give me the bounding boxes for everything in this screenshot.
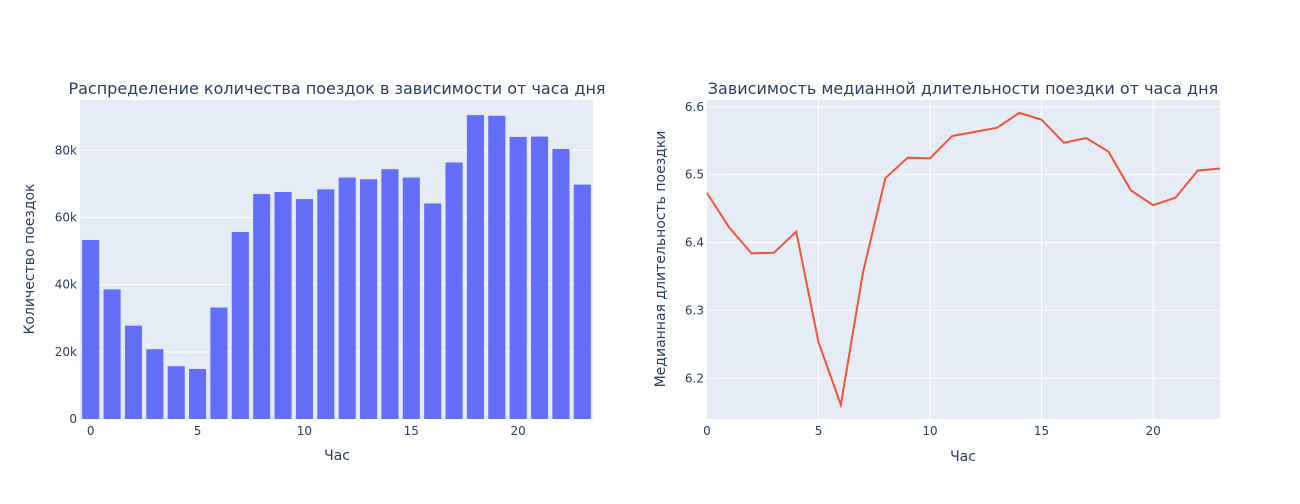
bar[interactable] <box>381 169 399 419</box>
line-chart-title: Зависимость медианной длительности поезд… <box>708 79 1218 98</box>
bar[interactable] <box>295 199 313 419</box>
line-y-tick-label: 6.2 <box>685 371 704 385</box>
line-x-tick-label: 0 <box>703 424 711 438</box>
bar-gridlines <box>80 149 593 353</box>
line-x-tick-label: 10 <box>922 424 937 438</box>
bar-series <box>82 115 591 420</box>
line-y-axis-title: Медианная длительность поездки <box>653 131 669 388</box>
bar[interactable] <box>424 203 442 419</box>
line-y-tick-label: 6.4 <box>685 236 704 250</box>
line-x-axis-title: Час <box>950 449 976 465</box>
bar[interactable] <box>253 194 271 419</box>
bar[interactable] <box>488 115 506 419</box>
bar[interactable] <box>573 184 591 419</box>
line-series <box>706 111 1221 409</box>
line-x-tick-label: 20 <box>1145 424 1160 438</box>
bar[interactable] <box>466 115 484 419</box>
bar[interactable] <box>552 149 570 419</box>
bar-x-axis-title: Час <box>324 448 350 464</box>
bar[interactable] <box>531 136 549 419</box>
line-x-tick-label: 5 <box>815 424 823 438</box>
bar[interactable] <box>167 366 185 419</box>
bar-y-ticks: 0 20k 40k 60k 80k <box>55 143 77 426</box>
bar[interactable] <box>317 189 335 419</box>
line-x-tick-label: 15 <box>1034 424 1049 438</box>
line-x-ticks: 0 5 10 15 20 <box>703 424 1161 438</box>
bar-x-tick-label: 20 <box>511 424 526 438</box>
line-gridlines <box>707 100 1220 419</box>
bar[interactable] <box>189 368 207 419</box>
bar-y-tick-label: 0 <box>69 412 77 426</box>
bar[interactable] <box>338 177 356 419</box>
bar-chart-title: Распределение количества поездок в завис… <box>68 79 605 98</box>
line-y-tick-label: 6.6 <box>685 100 704 114</box>
bar-y-tick-label: 40k <box>55 278 77 292</box>
bar[interactable] <box>82 240 100 419</box>
bar-y-axis-title: Количество поездок <box>22 183 38 334</box>
bar-x-tick-label: 10 <box>297 424 312 438</box>
bar[interactable] <box>274 192 292 419</box>
bar[interactable] <box>124 325 142 419</box>
bar-x-tick-label: 15 <box>404 424 419 438</box>
bar-plot-area <box>80 100 593 419</box>
bar-y-tick-label: 60k <box>55 211 77 225</box>
bar-x-tick-label: 0 <box>87 424 95 438</box>
bar[interactable] <box>445 162 463 419</box>
line-chart: 0 5 10 15 20 6.2 6.3 6.4 6.5 6.6 Зависимость мед… <box>653 79 1221 465</box>
bar[interactable] <box>360 179 378 419</box>
line-plot-area <box>707 100 1220 419</box>
bar[interactable] <box>210 307 228 419</box>
bar[interactable] <box>231 231 249 419</box>
bar[interactable] <box>509 136 527 420</box>
bar-chart: 0 5 10 15 20 0 20k 40k 60k 80k Распределение кол… <box>22 79 606 464</box>
bar-x-tick-label: 5 <box>194 424 202 438</box>
line-y-tick-label: 6.3 <box>685 303 704 317</box>
bar-x-ticks: 0 5 10 15 20 <box>87 424 526 438</box>
bar[interactable] <box>402 177 420 419</box>
bar-y-tick-label: 20k <box>55 345 77 359</box>
line-y-tick-label: 6.5 <box>685 168 704 182</box>
bar[interactable] <box>103 289 121 419</box>
line-y-ticks: 6.2 6.3 6.4 6.5 6.6 <box>685 100 704 385</box>
bar[interactable] <box>146 349 164 419</box>
bar-y-tick-label: 80k <box>55 143 77 157</box>
